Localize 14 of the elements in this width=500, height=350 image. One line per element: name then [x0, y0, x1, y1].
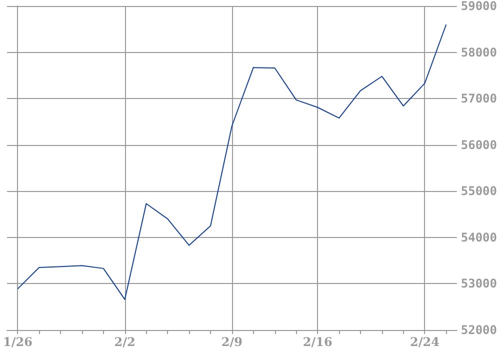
y-tick-label: 54000: [460, 230, 497, 244]
line-series: [17, 24, 447, 300]
y-tick-label: 57000: [460, 92, 497, 106]
y-tick-label: 52000: [460, 323, 497, 337]
y-tick-label: 56000: [460, 138, 497, 152]
x-tick-label: 2/2: [114, 335, 136, 349]
x-tick-label: 1/26: [2, 335, 32, 349]
y-tick-label: 53000: [460, 276, 497, 291]
x-tick-label: 2/16: [302, 335, 332, 349]
x-tick-label: 2/24: [410, 335, 440, 349]
y-tick-label: 58000: [460, 45, 497, 60]
y-tick-label: 59000: [460, 0, 497, 13]
y-tick-label: 55000: [460, 184, 497, 198]
x-tick-label: 2/9: [221, 335, 242, 349]
